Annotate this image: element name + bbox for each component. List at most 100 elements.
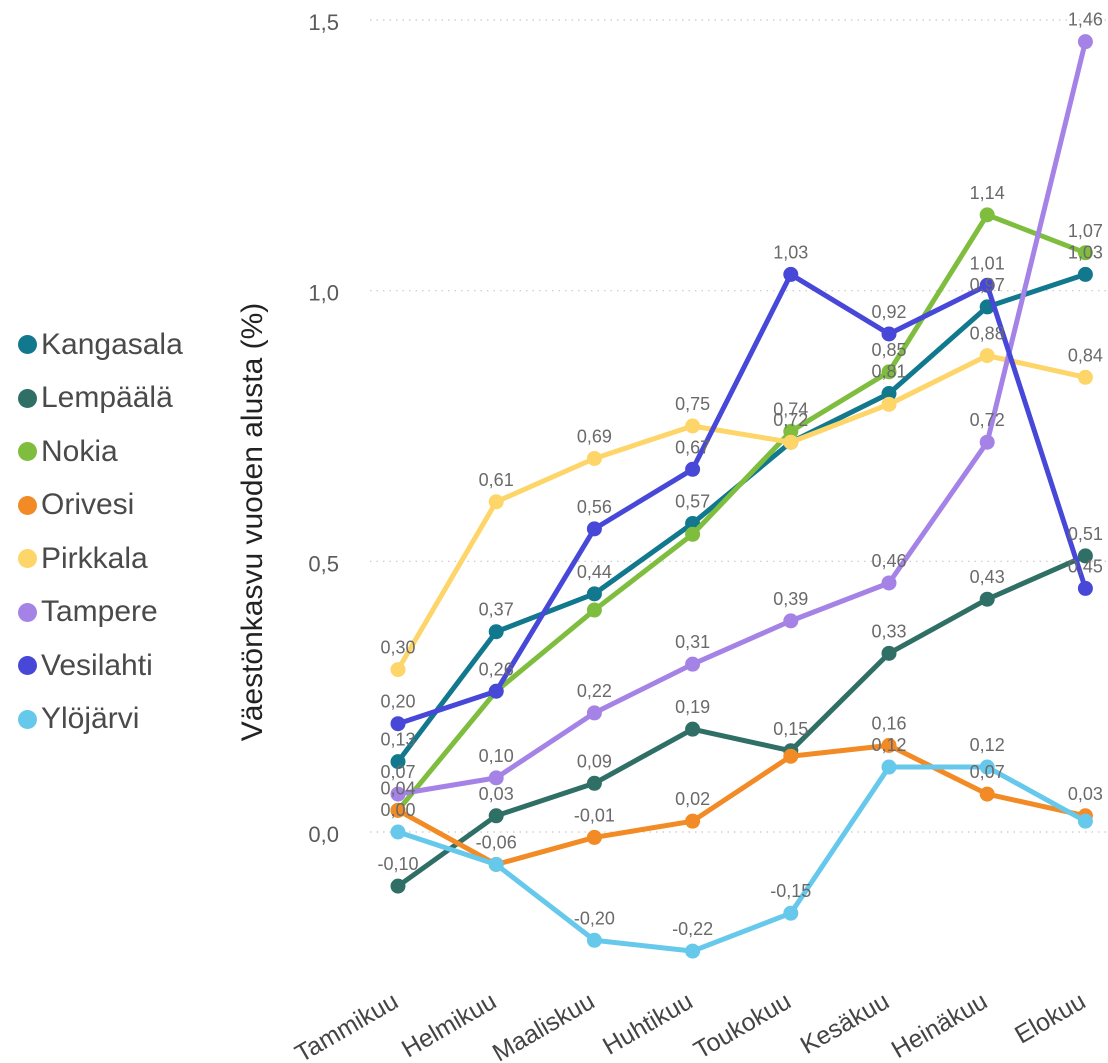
data-point [979, 759, 995, 775]
series-nokia [390, 207, 1093, 818]
x-tick-label: Maaliskuu [488, 987, 599, 1063]
data-label: 0,03 [1068, 784, 1103, 804]
data-point [390, 802, 406, 818]
legend-label: Kangasala [41, 327, 183, 361]
data-point [390, 878, 406, 894]
data-point [783, 613, 799, 629]
data-point [390, 786, 406, 802]
data-point [1077, 369, 1093, 385]
data-label: 0,45 [1068, 556, 1103, 576]
data-label: 1,14 [970, 183, 1005, 203]
data-label: 1,03 [773, 242, 808, 262]
data-label: 0,51 [1068, 524, 1103, 544]
data-label: 0,97 [970, 275, 1005, 295]
data-point [390, 824, 406, 840]
data-point [1077, 34, 1093, 50]
series-group [390, 34, 1093, 959]
legend-label: Nokia [41, 434, 118, 468]
data-point [488, 808, 504, 824]
data-label: 0,56 [577, 497, 612, 517]
legend-item-kangasala: Kangasala [18, 318, 183, 372]
data-point [390, 662, 406, 678]
data-label: 0,13 [380, 730, 415, 750]
data-label: 0,37 [479, 600, 514, 620]
data-point [979, 348, 995, 364]
legend-swatch [18, 656, 37, 676]
data-point [685, 656, 701, 672]
data-label: 1,07 [1068, 221, 1103, 241]
y-tick-label: 1,5 [308, 10, 339, 35]
series-ylojarvi [390, 759, 1093, 959]
data-point [783, 266, 799, 282]
legend-swatch [18, 709, 37, 729]
data-label: -0,10 [377, 854, 418, 874]
data-point [979, 277, 995, 293]
data-label: 0,67 [675, 437, 710, 457]
data-label: 0,74 [773, 399, 808, 419]
data-point [685, 813, 701, 829]
data-point [881, 364, 897, 380]
data-point [685, 721, 701, 737]
data-label: 0,57 [675, 491, 710, 511]
legend-item-vesilahti: Vesilahti [18, 639, 183, 693]
y-axis-label: Väestönkasvu vuoden alusta (%) [236, 302, 269, 742]
data-label: 0,84 [1068, 345, 1103, 365]
legend-item-orivesi: Orivesi [18, 479, 183, 533]
data-point [783, 434, 799, 450]
data-point [685, 526, 701, 542]
data-point [488, 624, 504, 640]
data-label: 0,07 [970, 762, 1005, 782]
data-label: -0,15 [770, 881, 811, 901]
y-tick-label: 0,5 [308, 551, 339, 576]
data-label: 0,31 [675, 632, 710, 652]
data-label: -0,22 [672, 919, 713, 939]
series-vesilahti [390, 266, 1093, 732]
y-axis: 1,5 1,0 0,5 0,0 [308, 10, 339, 847]
data-label: 0,12 [871, 735, 906, 755]
data-label: 0,39 [773, 589, 808, 609]
y-tick-label: 0,0 [308, 822, 339, 847]
data-label: 0,00 [380, 800, 415, 820]
data-label: 0,88 [970, 324, 1005, 344]
data-label: -0,06 [476, 832, 517, 852]
legend-swatch [18, 388, 37, 408]
data-point [1077, 548, 1093, 564]
data-label: -0,01 [574, 805, 615, 825]
data-point [1077, 266, 1093, 282]
data-label: 0,19 [675, 697, 710, 717]
data-label: 0,85 [871, 340, 906, 360]
data-point [685, 943, 701, 959]
data-label: 0,09 [577, 751, 612, 771]
data-point [586, 932, 602, 948]
data-point [881, 326, 897, 342]
series-pirkkala [390, 348, 1093, 678]
legend-swatch [18, 335, 37, 355]
data-label: 0,72 [970, 410, 1005, 430]
legend-item-pirkkala: Pirkkala [18, 532, 183, 586]
data-point [881, 386, 897, 402]
legend-item-lempaala: Lempäälä [18, 372, 183, 426]
data-point [979, 207, 995, 223]
legend-label: Lempäälä [41, 381, 173, 415]
data-label: 0,04 [380, 778, 415, 798]
legend-swatch [18, 442, 37, 462]
data-label: -0,20 [574, 908, 615, 928]
data-label: 0,75 [675, 394, 710, 414]
data-label: 0,30 [380, 638, 415, 658]
data-point [783, 748, 799, 764]
series-line [395, 353, 1088, 673]
data-point [685, 418, 701, 434]
data-label: 0,12 [970, 735, 1005, 755]
data-label: 1,01 [970, 253, 1005, 273]
data-label: 0,15 [773, 719, 808, 739]
data-label: 0,33 [871, 621, 906, 641]
data-point [488, 770, 504, 786]
data-point [979, 591, 995, 607]
x-tick-label: Toukokuu [689, 987, 796, 1063]
y-tick-label: 1,0 [308, 281, 339, 306]
legend-item-ylojarvi: Ylöjärvi [18, 693, 183, 747]
legend-swatch [18, 495, 37, 515]
series-line [395, 39, 1088, 797]
legend-item-tampere: Tampere [18, 586, 183, 640]
